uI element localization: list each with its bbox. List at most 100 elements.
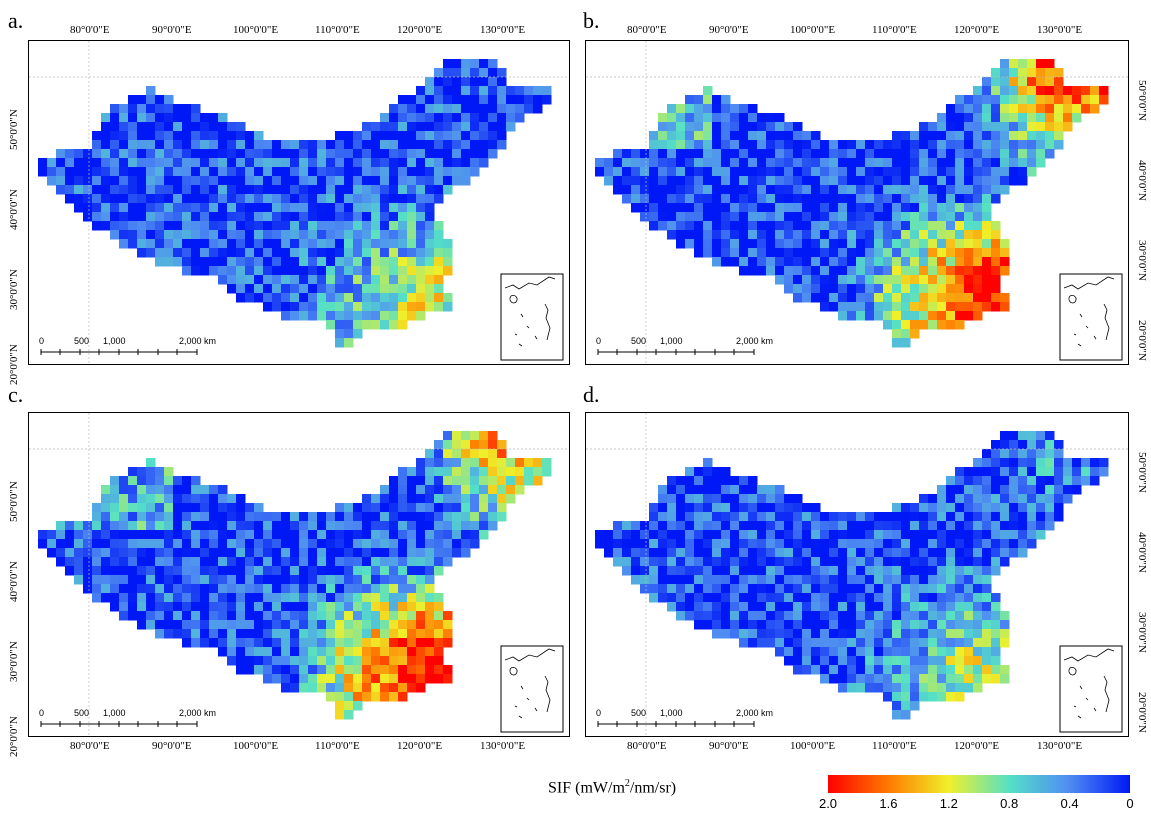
sif-cell [191, 530, 201, 540]
sif-cell [1000, 629, 1010, 639]
sif-cell [326, 629, 336, 639]
sif-cell [685, 203, 695, 213]
sif-cell [982, 602, 992, 612]
sif-cell [784, 638, 794, 648]
sif-cell [775, 212, 785, 222]
sif-cell [398, 611, 408, 621]
sif-cell [137, 230, 147, 240]
sif-cell [209, 485, 219, 495]
sif-cell [380, 584, 390, 594]
sif-cell [299, 584, 309, 594]
sif-cell [92, 521, 102, 531]
sif-cell [730, 494, 740, 504]
sif-cell [308, 620, 318, 630]
sif-cell [748, 266, 758, 276]
sif-cell [425, 521, 435, 531]
sif-cell [991, 458, 1001, 468]
sif-cell [784, 176, 794, 186]
sif-cell [290, 284, 300, 294]
sif-cell [883, 521, 893, 531]
sif-cell [326, 167, 336, 177]
sif-cell [946, 485, 956, 495]
sif-cell [883, 284, 893, 294]
sif-cell [416, 185, 426, 195]
sif-cell [640, 557, 650, 567]
sif-cell [712, 185, 722, 195]
sif-cell [622, 176, 632, 186]
sif-cell [820, 185, 830, 195]
sif-cell [901, 521, 911, 531]
sif-cell [74, 557, 84, 567]
sif-cell [335, 329, 345, 339]
sif-cell [290, 203, 300, 213]
sif-cell [218, 638, 228, 648]
sif-cell [101, 176, 111, 186]
sif-cell [910, 593, 920, 603]
sif-cell [254, 530, 264, 540]
sif-cell [1045, 68, 1055, 78]
sif-cell [820, 140, 830, 150]
sif-cell [811, 284, 821, 294]
sif-cell [164, 503, 174, 513]
sif-cell [119, 602, 129, 612]
sif-cell [173, 149, 183, 159]
sif-cell [263, 656, 273, 666]
sif-cell [694, 530, 704, 540]
sif-cell [74, 539, 84, 549]
sif-cell [416, 230, 426, 240]
sif-cell [425, 77, 435, 87]
sif-cell [955, 311, 965, 321]
sif-cell [308, 575, 318, 585]
sif-cell [748, 584, 758, 594]
sif-cell [443, 248, 453, 258]
sif-cell [694, 221, 704, 231]
sif-cell [901, 194, 911, 204]
sif-cell [344, 521, 354, 531]
sif-cell [1000, 458, 1010, 468]
sif-cell [937, 176, 947, 186]
sif-cell [119, 485, 129, 495]
sif-cell [452, 131, 462, 141]
sif-cell [236, 575, 246, 585]
sif-cell [676, 176, 686, 186]
sif-cell [730, 539, 740, 549]
sif-cell [991, 611, 1001, 621]
sif-cell [155, 113, 165, 123]
sif-cell [443, 512, 453, 522]
sif-cell [137, 194, 147, 204]
sif-cell [1018, 467, 1028, 477]
sif-cell [299, 257, 309, 267]
sif-cell [1036, 68, 1046, 78]
sif-cell [856, 620, 866, 630]
sif-cell [856, 212, 866, 222]
sif-cell [74, 575, 84, 585]
sif-cell [101, 494, 111, 504]
sif-cell [937, 584, 947, 594]
sif-cell [892, 584, 902, 594]
sif-cell [299, 575, 309, 585]
sif-cell [362, 302, 372, 312]
sif-cell [335, 620, 345, 630]
sif-cell [281, 176, 291, 186]
sif-cell [344, 575, 354, 585]
sif-cell [308, 656, 318, 666]
sif-cell [452, 86, 462, 96]
sif-cell [748, 239, 758, 249]
sif-cell [344, 329, 354, 339]
sif-cell [847, 539, 857, 549]
sif-cell [398, 257, 408, 267]
sif-cell [434, 302, 444, 312]
sif-cell [398, 647, 408, 657]
sif-cell [389, 230, 399, 240]
sif-cell [470, 539, 480, 549]
sif-cell [964, 140, 974, 150]
sif-cell [290, 539, 300, 549]
sif-cell [200, 521, 210, 531]
sif-cell [730, 566, 740, 576]
sif-cell [236, 512, 246, 522]
sif-cell [416, 257, 426, 267]
sif-cell [191, 638, 201, 648]
sif-map-d: 0 500 1,000 2,000 km [586, 413, 1128, 736]
sif-cell [416, 302, 426, 312]
sif-cell [137, 503, 147, 513]
